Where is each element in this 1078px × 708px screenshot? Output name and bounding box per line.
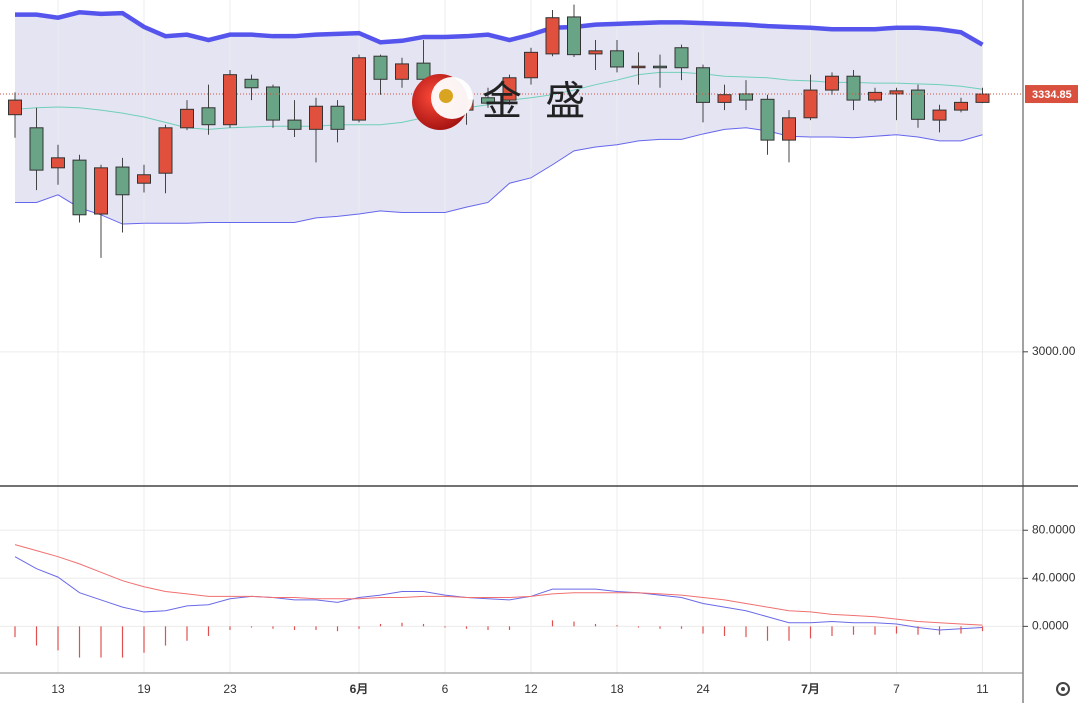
x-tick-label: 6 [442,682,449,696]
candle-body [889,90,904,95]
indicator-line [14,556,983,631]
y-tick-label: 40.0000 [1032,570,1076,584]
candle-body [115,166,130,196]
y-tick-label: 80.0000 [1032,522,1076,536]
y-tick-label: 0.0000 [1032,619,1069,633]
candle-body [588,50,603,55]
x-tick-label: 6月 [350,682,369,696]
settings-icon[interactable] [1056,682,1070,696]
mark-layer [0,4,1023,658]
candle-body [8,99,22,116]
band-layer [15,12,983,225]
candle-body [696,67,710,103]
indicator-line [14,544,983,626]
band-line [14,71,983,130]
candle-body [803,89,818,119]
candle-body [352,57,366,121]
candle-body [524,51,538,79]
candle-body [610,50,624,68]
watermark: 金 盛 [482,80,591,124]
candle-body [72,159,87,216]
candle-body [330,105,345,130]
x-tick-label: 11 [976,682,989,696]
gear[interactable] [1056,682,1070,696]
candle-body [954,101,968,111]
candle-body [653,65,667,69]
candle-body [416,62,431,80]
candle-body [502,77,517,101]
candle-body [545,17,560,55]
candle-body [395,63,409,80]
candle-body [481,97,495,104]
candle-body [975,93,990,103]
y-tick-label: 3000.00 [1032,344,1076,358]
candle-body [201,107,216,126]
candle-body [674,47,689,69]
candle-body [782,117,796,141]
candle-body [244,78,259,89]
candle-body [911,89,925,120]
band-line [15,10,984,47]
candle-body [266,86,280,121]
line-layer [14,10,984,631]
logo [412,74,473,130]
candle-body [158,127,173,174]
x-tick-label: 7 [893,682,900,696]
candle-body [932,109,947,121]
candle-body [180,108,194,129]
candle-body [631,65,646,69]
x-tick-label: 19 [137,682,151,696]
gear-center[interactable] [1061,687,1065,691]
last-price-label: 3334.85 [1032,89,1072,101]
candle-body [846,75,861,101]
candle-body [223,74,237,126]
candle-body [825,75,839,91]
candle-body [94,167,108,215]
candle-body [309,105,323,130]
logo-ball [439,89,453,103]
band-line [15,127,983,225]
candle-body [287,119,302,130]
x-tick-label: 23 [223,682,237,696]
axis-layer: 13 19 23 6月 6 12 18 24 7月 7 11 3000.00 3334.85 80.000… [51,85,1078,696]
x-tick-label: 24 [696,682,710,696]
x-tick-label: 7月 [801,682,820,696]
candle-body [29,127,44,171]
band-fill [15,12,983,225]
candle-body [717,94,732,103]
candle-body [567,16,581,56]
candle-body [373,55,388,80]
candle-body [868,91,882,101]
candle-body [739,93,753,101]
x-tick-label: 13 [51,682,65,696]
candle-body [51,157,65,169]
x-tick-label: 18 [610,682,624,696]
candle-body [137,174,151,184]
candle-body [760,98,775,141]
last-price-box [1025,85,1078,104]
x-tick-label: 12 [524,682,538,696]
